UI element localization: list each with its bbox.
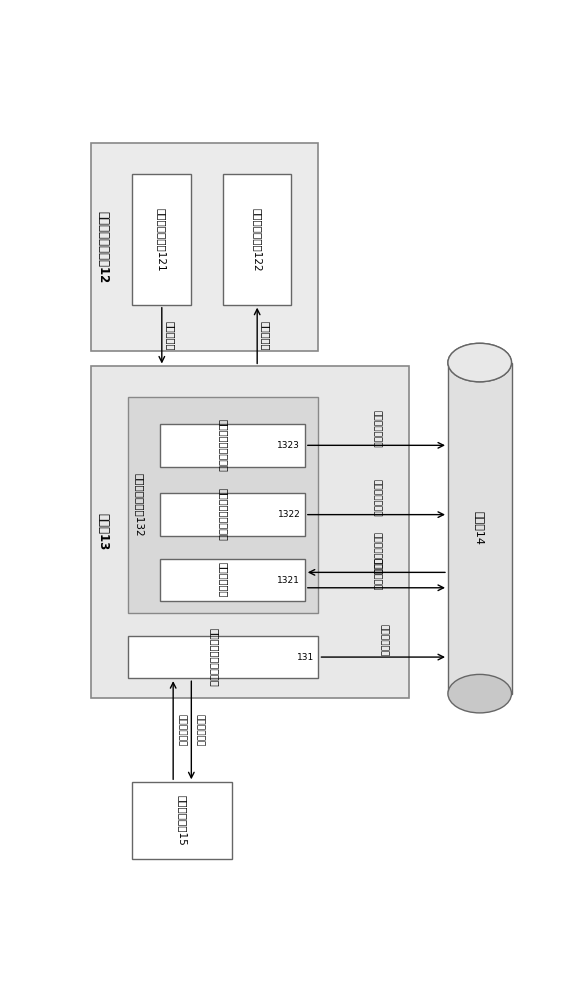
Text: 1322: 1322 [278,510,300,519]
Text: 激活码申请模块121: 激活码申请模块121 [157,208,167,271]
Bar [132,782,232,859]
Text: 激活码显示模块122: 激活码显示模块122 [252,208,262,271]
Text: 保存订单信息: 保存订单信息 [379,624,388,656]
Bar [128,397,319,613]
Text: 订单信息获取处理子元: 订单信息获取处理子元 [209,628,219,686]
Text: 更新订单信息: 更新订单信息 [195,714,204,746]
Bar [91,143,319,351]
Bar [128,636,319,678]
Text: 查询订单信息: 查询订单信息 [372,558,381,590]
Text: 获取订单信息: 获取订单信息 [177,714,186,746]
Text: 合法计数码计算子元: 合法计数码计算子元 [218,488,228,541]
Ellipse shape [448,343,512,382]
Text: 激活码申请客户端12: 激活码申请客户端12 [96,211,109,283]
Bar [159,424,305,466]
Bar [448,363,512,694]
Text: 服务处13: 服务处13 [96,513,109,551]
Bar [223,174,291,305]
Text: 返回激活码: 返回激活码 [260,321,270,350]
Bar [132,174,191,305]
Text: 保存合法计数码: 保存合法计数码 [372,479,381,516]
Ellipse shape [448,343,512,382]
Text: 匹配功能码计算子元: 匹配功能码计算子元 [218,419,228,472]
Text: 数据库14: 数据库14 [475,511,485,545]
Text: 1321: 1321 [277,576,300,585]
Text: 131: 131 [297,653,314,662]
Text: 订单检验子元: 订单检验子元 [218,562,228,598]
Ellipse shape [448,674,512,713]
Text: 激活码计算模块132: 激活码计算模块132 [134,473,144,537]
Bar [159,559,305,601]
Text: 订单管理系统15: 订单管理系统15 [177,795,188,846]
Text: 保存匹配功能码: 保存匹配功能码 [372,410,381,447]
Text: 申请激活码: 申请激活码 [165,321,175,350]
Text: 返回订单查询结果: 返回订单查询结果 [372,532,381,575]
Text: 1323: 1323 [277,441,300,450]
Bar [159,493,305,536]
Bar [91,366,409,698]
